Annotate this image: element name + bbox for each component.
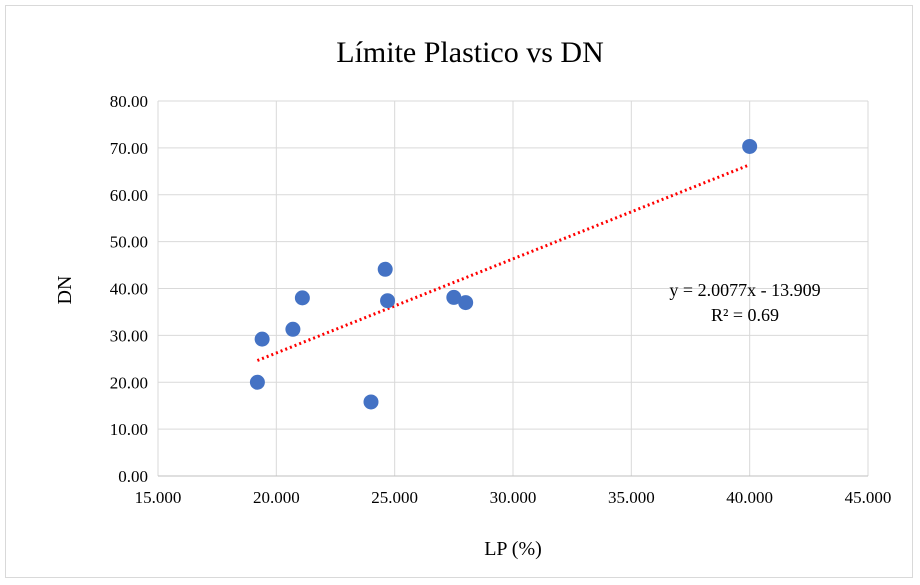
y-tick-label: 60.00 <box>110 186 148 205</box>
y-tick-label: 30.00 <box>110 326 148 345</box>
trendline-group <box>256 163 751 362</box>
data-point <box>285 321 301 337</box>
y-tick-label: 10.00 <box>110 420 148 439</box>
y-tick-label: 80.00 <box>110 92 148 111</box>
x-axis-label: LP (%) <box>484 538 542 560</box>
data-point <box>446 289 462 305</box>
data-point <box>377 261 393 277</box>
x-tick-label: 40.000 <box>726 488 773 507</box>
x-tick-label: 45.000 <box>845 488 892 507</box>
y-tick-label: 70.00 <box>110 139 148 158</box>
x-tick-label: 25.000 <box>371 488 418 507</box>
chart-title: Límite Plastico vs DN <box>336 36 603 69</box>
x-tick-label: 15.000 <box>135 488 182 507</box>
y-tick-label: 20.00 <box>110 373 148 392</box>
y-axis-label: DN <box>54 276 76 305</box>
tick-labels: 0.00 10.00 20.00 30.00 40.00 50.00 60.00 70.00 8… <box>110 92 892 507</box>
trendline-r2: R² = 0.69 <box>711 305 779 325</box>
y-tick-label: 40.00 <box>110 280 148 299</box>
data-point <box>363 394 379 410</box>
data-point <box>458 295 474 311</box>
data-point <box>380 293 396 309</box>
y-tick-label: 0.00 <box>118 467 148 486</box>
x-tick-label: 30.000 <box>490 488 537 507</box>
trendline-equation: y = 2.0077x - 13.909 <box>669 280 820 300</box>
data-point <box>249 374 265 390</box>
x-tick-label: 20.000 <box>253 488 300 507</box>
data-point <box>294 290 310 306</box>
x-tick-label: 35.000 <box>608 488 655 507</box>
trendline <box>256 163 751 362</box>
data-point <box>254 331 270 347</box>
data-points <box>249 138 758 410</box>
y-tick-label: 50.00 <box>110 233 148 252</box>
data-point <box>742 138 758 154</box>
